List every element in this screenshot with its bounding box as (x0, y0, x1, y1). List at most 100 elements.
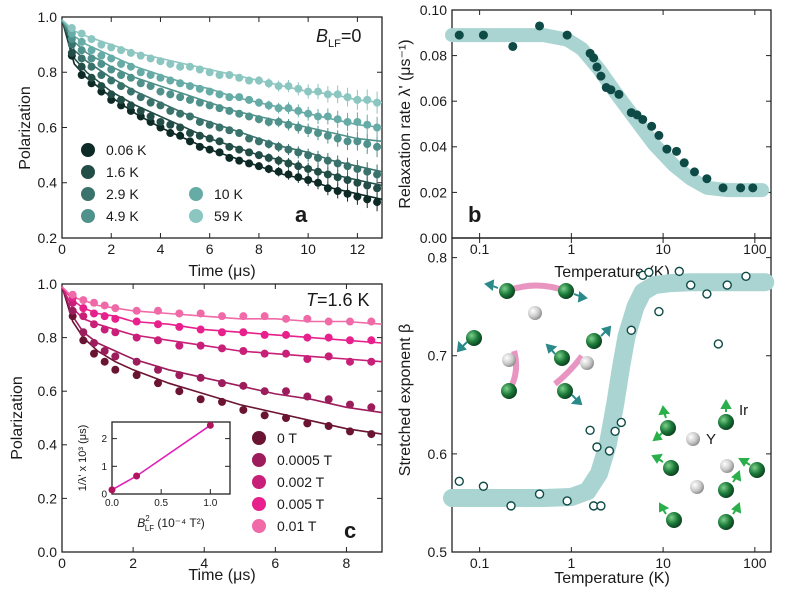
data-point (282, 349, 290, 358)
panel-a-label: a (295, 202, 308, 227)
data-point (324, 422, 333, 431)
panel-d-xlabel: Temperature (K) (554, 570, 670, 587)
data-point (303, 314, 312, 323)
y-tick-label: 0.6 (428, 446, 448, 462)
data-point (87, 73, 96, 82)
y-tick-label: 0.06 (420, 93, 447, 109)
data-point (314, 167, 322, 176)
data-point (346, 317, 354, 326)
data-point (367, 317, 376, 326)
data-point (264, 117, 273, 126)
legend-marker (189, 209, 203, 223)
data-point (363, 120, 372, 129)
inset-point (108, 486, 116, 494)
data-point (686, 280, 696, 290)
data-point (323, 170, 332, 179)
data-point (254, 162, 263, 171)
data-point (195, 65, 204, 74)
spin-bond (553, 354, 585, 387)
x-tick-label: 6 (206, 241, 214, 257)
x-tick-label: 100 (743, 555, 767, 571)
data-point (111, 352, 120, 361)
panel-d-frame (451, 237, 772, 553)
data-point (156, 101, 165, 110)
data-point (126, 48, 135, 57)
data-point (333, 115, 342, 124)
data-point (562, 496, 572, 506)
data-point (235, 109, 244, 118)
data-point (77, 37, 86, 46)
data-point (90, 320, 98, 329)
panel-d: 0.1 1 10 100 0.5 0.6 0.7 0.8 Temperature (K) St… (397, 237, 775, 587)
panel-c-legend: 0 T 0.0005 T 0.002 T 0.005 T 0.01 T (252, 430, 332, 534)
panel-c-annotation: T=1.6 K (306, 290, 370, 310)
data-point (79, 336, 88, 345)
data-point (274, 142, 283, 151)
frustrated-spin-illustration (456, 279, 612, 406)
data-point (235, 145, 244, 154)
data-point (90, 298, 98, 307)
data-point (186, 95, 194, 104)
data-point (97, 87, 106, 96)
panel-c-ticks: 0 2 4 6 8 0.0 0.2 0.4 0.6 0.8 1.0 (38, 276, 382, 571)
ir-atom (554, 350, 570, 366)
data-point (215, 90, 224, 99)
data-point (90, 349, 98, 358)
data-point (100, 312, 109, 321)
data-point (323, 156, 332, 165)
inset-frame (111, 421, 231, 495)
data-point (79, 312, 88, 321)
y-tick-label: 0.2 (38, 490, 58, 506)
data-point (111, 365, 120, 374)
data-point (644, 267, 654, 278)
data-point (284, 170, 293, 179)
data-point (741, 271, 751, 281)
legend-label: 0.01 T (277, 518, 317, 534)
data-point (346, 357, 354, 366)
y-tick-label: 0.00 (420, 230, 447, 246)
data-point (722, 280, 732, 290)
data-point (264, 164, 273, 173)
data-point (367, 336, 376, 345)
data-point (245, 134, 254, 143)
data-point (156, 87, 165, 96)
data-point (535, 21, 545, 31)
data-point (107, 65, 116, 74)
panel-c-frame (61, 283, 383, 553)
data-point (175, 322, 184, 331)
data-point (100, 301, 109, 310)
y-atom (502, 353, 516, 367)
y-tick-label: 0 (101, 490, 107, 501)
data-point (146, 82, 155, 91)
y-tick-label: 0.02 (420, 184, 447, 200)
data-point (454, 476, 464, 487)
data-point (662, 144, 672, 154)
data-point (146, 98, 155, 107)
panel-c-xlabel: Time (μs) (188, 567, 255, 584)
panel-a-ticks: 0 2 4 6 8 10 12 0.2 0.4 0.6 0.8 1.0 (38, 9, 382, 257)
legend-label: 0.005 T (277, 496, 325, 512)
data-point (186, 137, 194, 146)
legend-marker (81, 165, 95, 179)
data-point (77, 29, 86, 38)
data-point (154, 379, 162, 388)
data-point (186, 112, 194, 121)
data-point (100, 347, 109, 355)
data-point (303, 333, 312, 342)
panel-d-ylabel: Stretched exponent β (397, 324, 414, 476)
data-point (196, 325, 205, 334)
data-point (323, 184, 332, 193)
y-atom (690, 480, 704, 494)
data-point (176, 131, 185, 140)
data-point (107, 76, 116, 85)
data-point (274, 167, 283, 176)
data-point (132, 317, 141, 326)
data-point (225, 142, 234, 151)
ordered-spin-illustration: Ir Y (651, 398, 765, 530)
data-point (592, 62, 602, 72)
ir-atom (718, 514, 734, 530)
data-point (323, 90, 332, 99)
data-point (175, 371, 184, 380)
data-point (196, 341, 205, 350)
